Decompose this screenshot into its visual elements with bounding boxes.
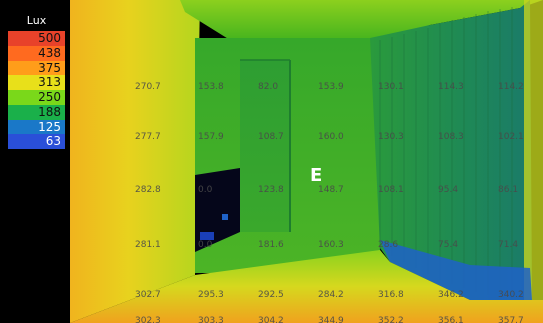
lux-value-label: 181.6 xyxy=(258,240,284,250)
legend-row: 188 xyxy=(8,104,65,120)
right-wall xyxy=(370,0,532,300)
lux-value-label: 28.6 xyxy=(378,240,399,250)
lux-value-label: 282.8 xyxy=(135,185,161,195)
lux-value-label: 284.2 xyxy=(318,290,344,300)
right-wall-base xyxy=(380,240,532,300)
legend-row: 250 xyxy=(8,90,65,105)
floor xyxy=(70,250,543,323)
lux-value-label: 340.2 xyxy=(498,290,524,300)
lux-value-label: 82.0 xyxy=(258,82,279,92)
lux-value-label: 277.7 xyxy=(135,132,161,142)
lux-value-label: 114.3 xyxy=(438,82,464,92)
lux-value-label: 160.0 xyxy=(318,132,344,142)
lux-value-label: 270.7 xyxy=(135,82,161,92)
lux-value-label: 86.1 xyxy=(498,185,519,195)
lux-value-label: 153.9 xyxy=(318,82,344,92)
lux-value-label: 71.4 xyxy=(498,240,519,250)
shadow-opening xyxy=(195,168,240,252)
lux-value-label: 95.4 xyxy=(438,185,459,195)
lux-value-label: 0.0 xyxy=(198,185,213,195)
lux-value-label: 160.3 xyxy=(318,240,344,250)
legend-row: 125 xyxy=(8,119,65,135)
lux-value-label: 102.1 xyxy=(498,132,524,142)
lux-value-label: 295.3 xyxy=(198,290,224,300)
lux-value-label: 357.7 xyxy=(498,316,524,323)
lux-value-label: 316.8 xyxy=(378,290,404,300)
lux-value-label: 302.3 xyxy=(135,316,161,323)
lux-value-label: 75.4 xyxy=(438,240,459,250)
lux-value-label: 108.7 xyxy=(258,132,284,142)
lux-value-label: 0.0 xyxy=(198,240,213,250)
lux-value-label: 108.3 xyxy=(438,132,464,142)
ceiling xyxy=(180,0,543,40)
lux-value-label: 352.2 xyxy=(378,316,404,323)
window-strip xyxy=(524,0,543,300)
legend-row: 500 xyxy=(8,31,65,46)
lux-value-label: 281.1 xyxy=(135,240,161,250)
lux-value-label: 148.7 xyxy=(318,185,344,195)
wall-panel-lines xyxy=(379,7,513,299)
lux-value-label: 346.2 xyxy=(438,290,464,300)
lux-value-label: 302.7 xyxy=(135,290,161,300)
lux-value-label: 157.9 xyxy=(198,132,224,142)
legend-row: 313 xyxy=(8,75,65,90)
legend-panel: Lux 500 438 375 313 250 188 125 63 xyxy=(0,0,70,323)
lux-value-label: 130.1 xyxy=(378,82,404,92)
lux-value-label: 292.5 xyxy=(258,290,284,300)
doorway xyxy=(240,60,290,232)
lux-value-label: 114.2 xyxy=(498,82,524,92)
lux-value-label: 108.1 xyxy=(378,185,404,195)
lux-value-label: 356.1 xyxy=(438,316,464,323)
left-wall xyxy=(70,0,200,323)
legend-row: 375 xyxy=(8,60,65,76)
lux-value-label: 304.2 xyxy=(258,316,284,323)
legend-title: Lux xyxy=(26,14,47,27)
zone-marker: E xyxy=(310,165,323,186)
lux-value-label: 303.3 xyxy=(198,316,224,323)
lux-value-label: 130.3 xyxy=(378,132,404,142)
legend-color-scale: 500 438 375 313 250 188 125 63 xyxy=(8,31,65,149)
lux-value-label: 344.9 xyxy=(318,316,344,323)
legend-row: 438 xyxy=(8,45,65,61)
lux-value-label: 123.8 xyxy=(258,185,284,195)
lux-value-label: 153.8 xyxy=(198,82,224,92)
legend-row: 63 xyxy=(8,134,65,149)
